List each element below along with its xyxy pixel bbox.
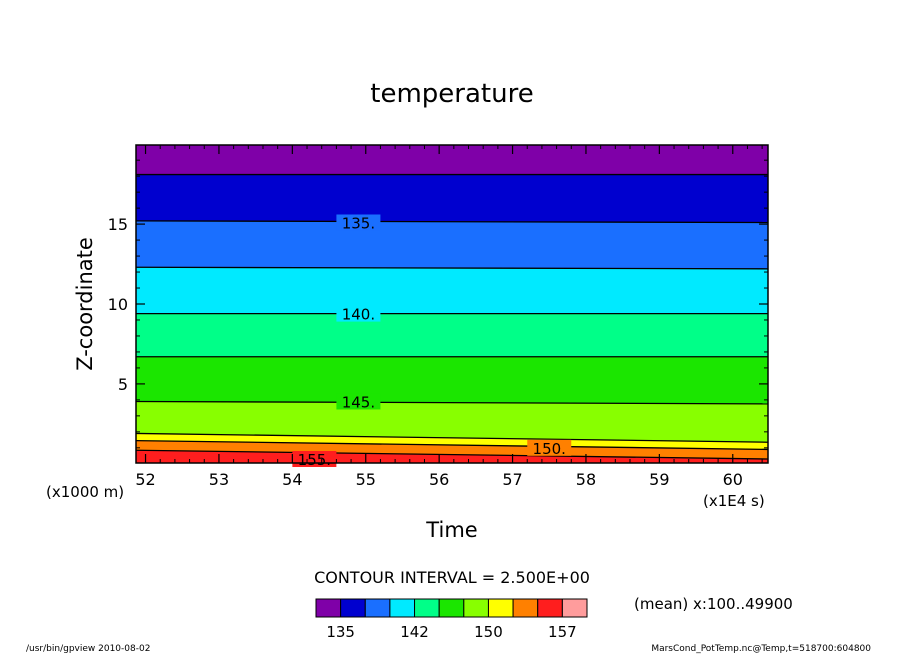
contour-labels: 135. 140. 145. 150. 155.	[292, 214, 572, 469]
x-tick-label: 57	[502, 470, 522, 489]
colorbar-swatch-4	[414, 598, 440, 618]
x-tick-label: 52	[135, 470, 155, 489]
contour-label-bg-135	[336, 214, 381, 231]
y-axis-label: Z-coordinate	[73, 237, 97, 371]
contour-line-2	[135, 266, 769, 270]
x-axis-unit: (x1E4 s)	[703, 492, 765, 510]
colorbar	[315, 598, 588, 618]
x-tick-label: 56	[429, 470, 449, 489]
footer-left: /usr/bin/gpview 2010-08-02	[26, 644, 150, 654]
contour-band-3	[135, 266, 769, 314]
contour-band-5	[135, 356, 769, 405]
contour-band-4	[135, 313, 769, 358]
contour-label-bg-150	[527, 439, 572, 456]
x-axis-ticks: 52 53 54 55 56 57 58 59 60	[135, 145, 763, 489]
contour-label-bg-140	[336, 305, 381, 322]
contour-band-1	[135, 174, 769, 223]
footer-right: MarsCond_PotTemp.nc@Temp,t=518700:604800	[651, 644, 871, 654]
y-tick-label: 5	[118, 375, 128, 394]
chart-title: temperature	[370, 79, 533, 109]
colorbar-swatch-1	[340, 598, 366, 618]
colorbar-tick-label: 150	[474, 623, 503, 641]
contour-label-bg-145	[336, 393, 381, 410]
contour-label-145: 145.	[342, 393, 375, 411]
colorbar-swatch-2	[364, 598, 391, 618]
contour-band-0	[135, 144, 769, 175]
contour-lines	[135, 173, 769, 460]
contour-band-2	[135, 220, 769, 270]
colorbar-swatch-7	[487, 598, 514, 618]
contour-label-135: 135.	[342, 215, 375, 233]
x-tick-label: 59	[649, 470, 669, 489]
colorbar-swatch-10	[561, 598, 588, 618]
colorbar-tick-label: 142	[400, 623, 429, 641]
x-tick-label: 60	[723, 470, 743, 489]
colorbar-swatch-8	[512, 598, 539, 618]
y-axis-ticks: 5 10 15	[108, 159, 768, 449]
colorbar-swatch-9	[537, 598, 563, 618]
colorbar-swatch-0	[315, 598, 342, 618]
colorbar-tick-label: 157	[548, 623, 577, 641]
colorbar-tick-label: 135	[326, 623, 355, 641]
x-axis-label: Time	[425, 518, 477, 542]
x-tick-label: 53	[209, 470, 229, 489]
y-axis-unit: (x1000 m)	[46, 483, 124, 501]
colorbar-swatch-6	[463, 598, 489, 618]
contour-line-5	[135, 400, 769, 405]
contour-line-1	[135, 220, 769, 224]
x-tick-label: 55	[356, 470, 376, 489]
y-tick-label: 10	[108, 295, 128, 314]
colorbar-swatch-3	[389, 598, 416, 618]
y-tick-label: 15	[108, 215, 128, 234]
mean-note: (mean) x:100..49900	[634, 595, 793, 613]
contour-line-6	[135, 432, 769, 443]
contour-interval-label: CONTOUR INTERVAL = 2.500E+00	[314, 568, 590, 587]
colorbar-swatch-5	[438, 598, 465, 618]
contour-label-140: 140.	[342, 306, 375, 324]
x-tick-label: 58	[576, 470, 596, 489]
contour-line-8	[135, 449, 769, 460]
x-tick-label: 54	[282, 470, 302, 489]
contour-line-7	[135, 439, 769, 451]
colorbar-tick-labels: 135 142 150 157	[326, 623, 576, 641]
contour-label-150: 150.	[533, 440, 566, 458]
contour-label-155: 155.	[298, 451, 331, 469]
contour-fill-bands	[135, 144, 769, 464]
